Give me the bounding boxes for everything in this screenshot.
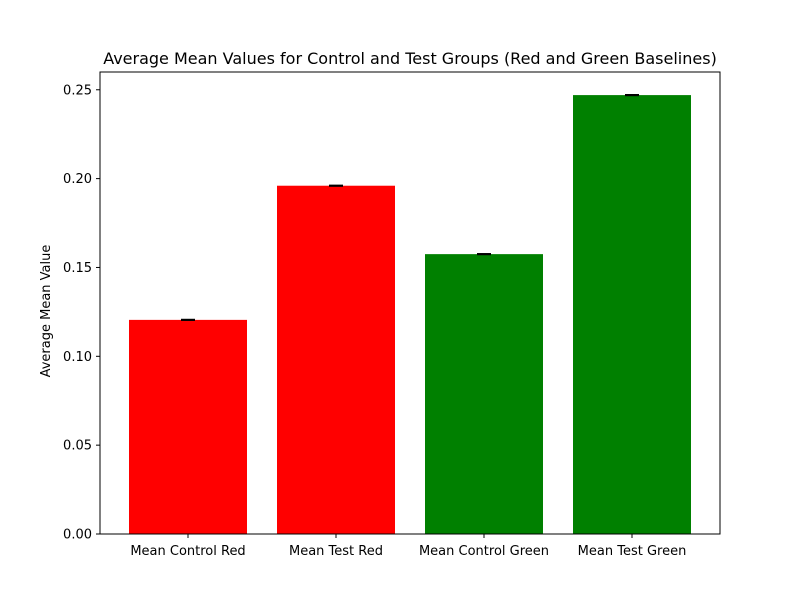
y-axis-label: Average Mean Value (39, 245, 54, 378)
y-tick-label-5: 0.25 (63, 83, 92, 98)
bar-2 (277, 185, 395, 534)
bar-1 (129, 319, 247, 534)
y-tick-label-1: 0.05 (63, 439, 92, 454)
y-tick-label-3: 0.15 (63, 261, 92, 276)
x-tick-label-3: Mean Control Green (419, 544, 549, 559)
plot-area: 0.00 0.05 0.10 0.15 0.20 0.25 Mean Control Red… (63, 71, 721, 559)
bar-3 (425, 254, 543, 534)
y-tick-label-2: 0.10 (63, 350, 92, 365)
x-tick-label-4: Mean Test Green (578, 544, 687, 559)
y-tick-label-4: 0.20 (63, 172, 92, 187)
bar-4 (573, 95, 691, 534)
y-tick-label-0: 0.00 (63, 528, 92, 543)
x-tick-label-2: Mean Test Red (289, 544, 383, 559)
plot-frame (99, 71, 721, 535)
chart-title: Average Mean Values for Control and Test… (103, 49, 717, 68)
x-tick-label-1: Mean Control Red (130, 544, 245, 559)
